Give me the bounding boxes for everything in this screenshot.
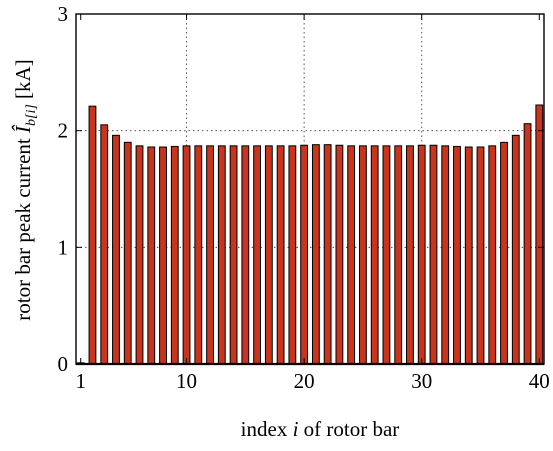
plot-frame bbox=[75, 13, 545, 365]
y-axis-label: rotor bar peak current Îb[i] [kA] bbox=[11, 59, 39, 320]
x-tick-label: 20 bbox=[294, 369, 315, 393]
y-axis-label-after: [kA] bbox=[11, 59, 35, 104]
x-axis-label-after: of rotor bar bbox=[298, 417, 399, 441]
x-tick-label: 40 bbox=[529, 369, 550, 393]
bar bbox=[476, 146, 485, 365]
bar bbox=[511, 134, 520, 365]
bar bbox=[300, 144, 309, 365]
bar bbox=[194, 145, 203, 365]
bar bbox=[370, 145, 379, 365]
bar bbox=[417, 144, 426, 365]
x-tick-label: 1 bbox=[75, 369, 86, 393]
x-axis-label: index i of rotor bar bbox=[241, 417, 400, 441]
y-axis-label-before: rotor bar peak current bbox=[11, 133, 35, 321]
x-tick-label: 10 bbox=[176, 369, 197, 393]
bar bbox=[311, 144, 320, 365]
bar bbox=[323, 144, 332, 365]
bar bbox=[135, 145, 144, 365]
bar bbox=[217, 145, 226, 365]
bar bbox=[159, 146, 167, 365]
bar bbox=[488, 145, 497, 365]
bar bbox=[88, 105, 97, 365]
bar bbox=[523, 123, 532, 365]
y-axis-label-symbol: Î bbox=[11, 124, 35, 134]
bar bbox=[464, 146, 473, 365]
x-axis-label-before: index bbox=[241, 417, 293, 441]
bar bbox=[276, 145, 285, 365]
y-tick-label: 0 bbox=[58, 352, 69, 376]
y-axis-label-subscript: b[i] bbox=[24, 104, 39, 126]
y-tick-label: 2 bbox=[58, 119, 69, 143]
y-tick-label: 3 bbox=[58, 2, 69, 26]
bar bbox=[359, 145, 367, 365]
bar bbox=[253, 145, 261, 365]
bar bbox=[123, 141, 132, 365]
bar bbox=[264, 145, 273, 365]
axis-ticks bbox=[76, 13, 544, 366]
grid-lines bbox=[76, 14, 544, 364]
bar bbox=[241, 145, 250, 365]
bar bbox=[406, 145, 414, 365]
bar bbox=[429, 144, 438, 365]
bar bbox=[170, 145, 179, 365]
bar bbox=[288, 145, 297, 365]
bar bbox=[335, 144, 344, 365]
bar bbox=[112, 134, 120, 365]
x-tick-label: 30 bbox=[411, 369, 432, 393]
bar bbox=[206, 145, 214, 365]
bar bbox=[147, 146, 156, 365]
bar bbox=[535, 104, 544, 365]
bar bbox=[500, 141, 508, 365]
x-axis-label-variable: i bbox=[293, 417, 299, 441]
bar bbox=[100, 124, 109, 365]
bar bbox=[453, 145, 461, 365]
bar bbox=[229, 145, 238, 365]
bar bbox=[441, 145, 450, 365]
bar bbox=[394, 145, 403, 365]
bar bbox=[382, 145, 391, 365]
bars bbox=[76, 104, 544, 365]
y-tick-label: 1 bbox=[58, 235, 69, 259]
bar bbox=[182, 145, 191, 365]
bar bbox=[347, 145, 356, 365]
